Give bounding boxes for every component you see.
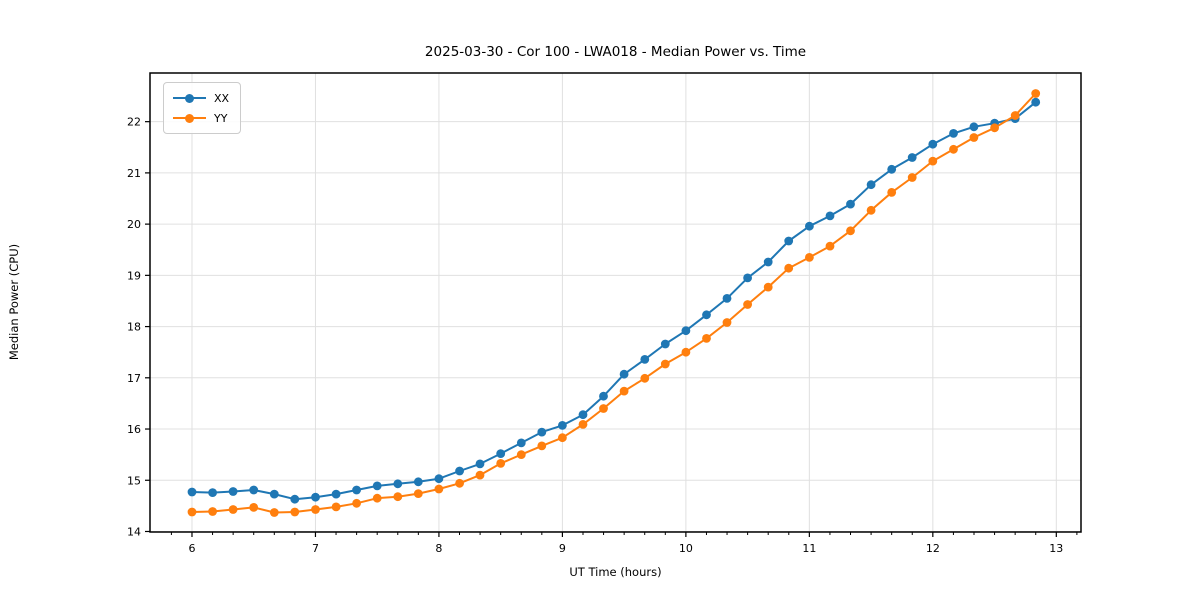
svg-text:12: 12 <box>926 542 940 555</box>
legend-label-yy: YY <box>214 112 228 125</box>
chart-title: 2025-03-30 - Cor 100 - LWA018 - Median P… <box>424 44 807 60</box>
legend-item-xx: XX <box>173 88 229 108</box>
svg-text:21: 21 <box>127 167 141 180</box>
svg-text:6: 6 <box>188 542 195 555</box>
svg-text:16: 16 <box>127 423 141 436</box>
svg-text:8: 8 <box>435 542 442 555</box>
svg-text:13: 13 <box>1049 542 1063 555</box>
x-axis-label: UT Time (hours) <box>569 565 662 579</box>
svg-text:22: 22 <box>127 116 141 129</box>
svg-text:15: 15 <box>127 474 141 487</box>
legend: XX YY <box>163 82 242 134</box>
legend-item-yy: YY <box>173 108 229 128</box>
line-marker-swatch-xx <box>173 93 206 103</box>
svg-text:11: 11 <box>802 542 816 555</box>
legend-label-xx: XX <box>214 92 230 105</box>
y-axis-label: Median Power (CPU) <box>7 243 21 361</box>
svg-text:18: 18 <box>127 321 141 334</box>
svg-text:10: 10 <box>679 542 693 555</box>
svg-text:7: 7 <box>312 542 319 555</box>
line-marker-swatch-yy <box>173 113 206 123</box>
svg-text:19: 19 <box>127 269 141 282</box>
svg-text:9: 9 <box>559 542 566 555</box>
svg-text:14: 14 <box>127 525 141 538</box>
svg-text:17: 17 <box>127 372 141 385</box>
svg-text:20: 20 <box>127 218 141 231</box>
